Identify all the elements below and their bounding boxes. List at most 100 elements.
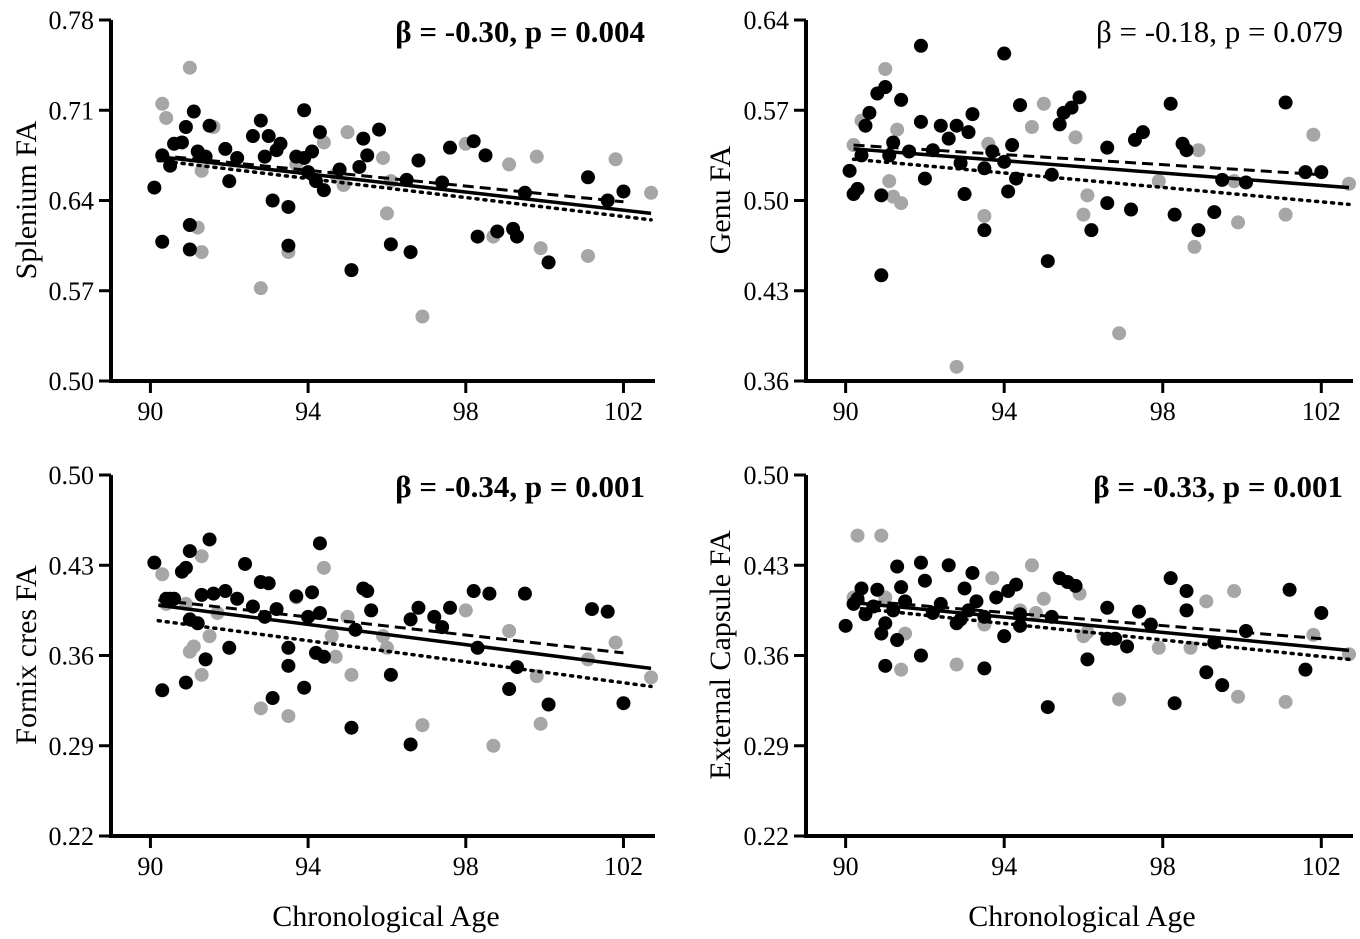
fit-line-solid: [853, 147, 1350, 190]
data-point-black: [878, 80, 893, 95]
data-point-black: [961, 125, 976, 140]
data-point-grey: [159, 110, 174, 125]
data-point-black: [1199, 665, 1214, 680]
data-point-black: [517, 185, 532, 200]
y-tick-label: 0.71: [49, 96, 95, 125]
data-point-grey: [1076, 207, 1091, 222]
data-point-black: [997, 629, 1012, 644]
x-tick-label: 102: [604, 397, 643, 426]
data-point-black: [222, 640, 237, 655]
data-point-black: [1238, 624, 1253, 639]
data-point-grey: [182, 60, 197, 75]
data-point-grey: [977, 208, 992, 223]
data-point-grey: [608, 152, 623, 167]
panel-fornix: β = -0.34, p = 0.001 Fornix cres FA 0.22…: [10, 461, 659, 881]
stat-label: β = -0.18, p = 0.079: [1096, 14, 1343, 49]
data-point-black: [482, 586, 497, 601]
data-point-grey: [1080, 188, 1095, 203]
data-point-black: [273, 136, 288, 151]
data-point-black: [155, 683, 170, 698]
data-point-black: [403, 245, 418, 260]
data-point-black: [949, 118, 964, 133]
data-point-black: [941, 558, 956, 573]
y-tick-label: 0.36: [744, 367, 790, 396]
data-point-black: [890, 633, 905, 648]
data-point-grey: [340, 125, 355, 140]
fit-line-dotted: [851, 606, 1351, 662]
data-point-black: [1131, 604, 1146, 619]
data-point-grey: [1231, 689, 1246, 704]
data-point-black: [977, 661, 992, 676]
data-point-black: [360, 584, 375, 599]
data-point-black: [206, 586, 221, 601]
data-point-black: [1167, 696, 1182, 711]
data-point-grey: [502, 624, 517, 639]
fit-line-solid: [158, 154, 652, 216]
data-point-black: [878, 658, 893, 673]
fit-line-dashed: [853, 143, 1322, 177]
data-point-black: [965, 565, 980, 580]
data-point-black: [969, 594, 984, 609]
fit-line-dashed: [158, 598, 624, 655]
data-point-black: [281, 640, 296, 655]
data-point-black: [238, 556, 253, 571]
plot-area: 0.22 0.29 0.36 0.43 0.50 90 94 98 102: [744, 461, 1357, 881]
fit-line-dotted: [156, 618, 653, 689]
data-point-black: [297, 103, 312, 118]
data-point-black: [372, 122, 387, 137]
data-point-black: [257, 149, 272, 164]
data-point-black: [356, 131, 371, 146]
data-point-grey: [316, 560, 331, 575]
data-point-black: [147, 555, 162, 570]
data-point-black: [913, 38, 928, 53]
y-tick-label: 0.43: [744, 277, 790, 306]
y-tick-label: 0.64: [744, 6, 790, 35]
data-point-grey: [1187, 239, 1202, 254]
data-point-black: [1179, 143, 1194, 158]
data-point-grey: [155, 96, 170, 111]
data-point-black: [147, 180, 162, 195]
y-tick-label: 0.50: [744, 461, 790, 490]
x-tick-label: 90: [833, 397, 859, 426]
data-point-black: [1044, 167, 1059, 182]
data-point-black: [253, 113, 268, 128]
data-point-black: [1001, 184, 1016, 199]
y-axis-title: Fornix cres FA: [10, 565, 43, 745]
data-point-black: [1120, 639, 1135, 654]
data-point-grey: [644, 670, 659, 685]
data-point-black: [344, 263, 359, 278]
data-point-black: [312, 605, 327, 620]
data-point-black: [890, 559, 905, 574]
data-point-black: [261, 576, 276, 591]
data-point-black: [878, 616, 893, 631]
data-point-black: [1282, 582, 1297, 597]
data-point-grey: [415, 309, 430, 324]
data-point-black: [194, 587, 209, 602]
data-point-grey: [324, 629, 339, 644]
y-tick-label: 0.50: [744, 187, 790, 216]
x-tick-label: 94: [295, 397, 321, 426]
data-point-grey: [379, 640, 394, 655]
data-point-grey: [1227, 174, 1242, 189]
data-point-black: [383, 667, 398, 682]
data-point-black: [360, 148, 375, 163]
data-point-black: [178, 120, 193, 135]
data-point-black: [858, 118, 873, 133]
data-point-black: [862, 105, 877, 120]
data-point-black: [894, 92, 909, 107]
data-point-black: [1298, 662, 1313, 677]
data-point-grey: [529, 149, 544, 164]
y-tick-label: 0.43: [49, 551, 95, 580]
data-point-black: [411, 600, 426, 615]
data-point-black: [312, 536, 327, 551]
data-point-black: [1314, 605, 1329, 620]
data-point-grey: [379, 206, 394, 221]
y-tick-label: 0.29: [49, 732, 95, 761]
data-point-black: [281, 238, 296, 253]
data-point-grey: [1151, 174, 1166, 189]
data-point-black: [1052, 117, 1067, 132]
data-point-black: [1009, 577, 1024, 592]
fit-line-dotted: [851, 157, 1351, 207]
data-point-black: [289, 589, 304, 604]
data-point-black: [218, 584, 233, 599]
